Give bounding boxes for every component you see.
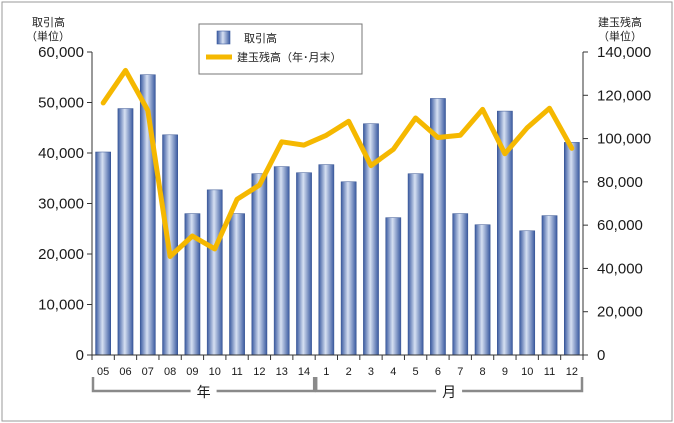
x-tick-label: 13 <box>276 366 288 378</box>
x-tick-label: 11 <box>231 366 242 378</box>
x-tick-label: 3 <box>368 366 374 378</box>
line-point <box>549 107 551 109</box>
x-tick-label: 10 <box>521 366 533 378</box>
x-tick-label: 14 <box>298 366 310 378</box>
bar <box>564 142 580 356</box>
line-point <box>147 109 149 111</box>
line-point <box>191 235 193 237</box>
line-point <box>504 153 506 155</box>
legend-bar-label: 取引高 <box>244 31 277 45</box>
x-tick-label: 12 <box>566 366 578 378</box>
bar <box>519 230 536 356</box>
x-tick-label: 7 <box>457 366 463 378</box>
x-tick-label: 06 <box>119 366 131 378</box>
x-tick-label: 9 <box>502 366 508 378</box>
right-tick-label: 40,000 <box>597 260 643 277</box>
left-tick-label: 60,000 <box>38 44 84 61</box>
bar <box>452 213 469 356</box>
bar <box>407 173 424 356</box>
bar <box>340 181 357 356</box>
x-tick-label: 2 <box>346 366 352 378</box>
bar <box>385 217 402 356</box>
x-tick-label: 8 <box>480 366 486 378</box>
x-tick-label: 4 <box>390 366 396 378</box>
bar <box>95 151 111 356</box>
right-axis-title: 建玉残高 <box>598 15 642 29</box>
right-tick-label: 0 <box>597 347 605 364</box>
x-tick-label: 11 <box>544 366 555 378</box>
line-point <box>459 134 461 136</box>
group-bracket <box>91 377 191 393</box>
line-point <box>102 102 104 104</box>
left-tick-label: 40,000 <box>38 145 84 162</box>
line-point <box>370 165 372 167</box>
line-point <box>526 127 528 129</box>
right-tick-label: 100,000 <box>597 131 651 148</box>
x-tick-label: 6 <box>435 366 441 378</box>
line-point <box>124 69 126 71</box>
x-tick-label: 09 <box>186 366 198 378</box>
left-axis-unit: （単位） <box>26 29 70 43</box>
line-point <box>325 134 327 136</box>
line-point <box>281 141 283 143</box>
line-point <box>571 147 573 149</box>
line-point <box>348 120 350 122</box>
bar <box>206 189 223 356</box>
left-axis-title: 取引高 <box>32 15 65 29</box>
group-label: 月 <box>442 385 456 401</box>
x-tick-label: 07 <box>142 366 154 378</box>
right-tick-label: 60,000 <box>597 217 643 234</box>
group-bracket <box>314 377 437 393</box>
line-point <box>214 248 216 250</box>
line-point <box>303 144 305 146</box>
x-tick-label: 5 <box>413 366 419 378</box>
left-tick-label: 10,000 <box>38 297 84 314</box>
line-point <box>258 184 260 186</box>
left-tick-label: 30,000 <box>38 196 84 213</box>
bar <box>117 108 134 356</box>
bar <box>296 172 312 356</box>
legend-line-label: 建玉残高（年･月末） <box>237 50 342 64</box>
left-tick-label: 20,000 <box>38 246 84 263</box>
right-tick-label: 20,000 <box>597 304 643 321</box>
bar <box>229 213 245 356</box>
group-label: 年 <box>197 385 211 401</box>
series-line <box>100 67 575 259</box>
left-tick-label: 50,000 <box>38 95 84 112</box>
bar <box>273 166 290 356</box>
legend: 取引高 建玉残高（年･月末） <box>198 23 363 75</box>
group-bracket <box>462 377 584 393</box>
right-tick-label: 120,000 <box>597 87 651 104</box>
right-axis-unit: （単位） <box>598 29 642 43</box>
x-tick-label: 12 <box>253 366 265 378</box>
left-tick-label: 0 <box>76 347 84 364</box>
bar <box>251 173 268 356</box>
line-point <box>236 198 238 200</box>
group-bracket <box>216 377 316 393</box>
line-point <box>437 136 439 138</box>
bar <box>474 224 491 356</box>
x-tick-label: 08 <box>164 366 176 378</box>
right-tick-label: 140,000 <box>597 44 651 61</box>
x-tick-label: 10 <box>209 366 221 378</box>
x-tick-label: 05 <box>97 366 109 378</box>
bar <box>541 215 558 356</box>
line-point <box>169 256 171 258</box>
x-tick-label: 1 <box>323 366 329 378</box>
line-point <box>482 108 484 110</box>
bar <box>318 164 335 356</box>
line-point <box>392 148 394 150</box>
legend-bar-swatch <box>216 30 231 45</box>
line-point <box>415 117 417 119</box>
right-tick-label: 80,000 <box>597 174 643 191</box>
